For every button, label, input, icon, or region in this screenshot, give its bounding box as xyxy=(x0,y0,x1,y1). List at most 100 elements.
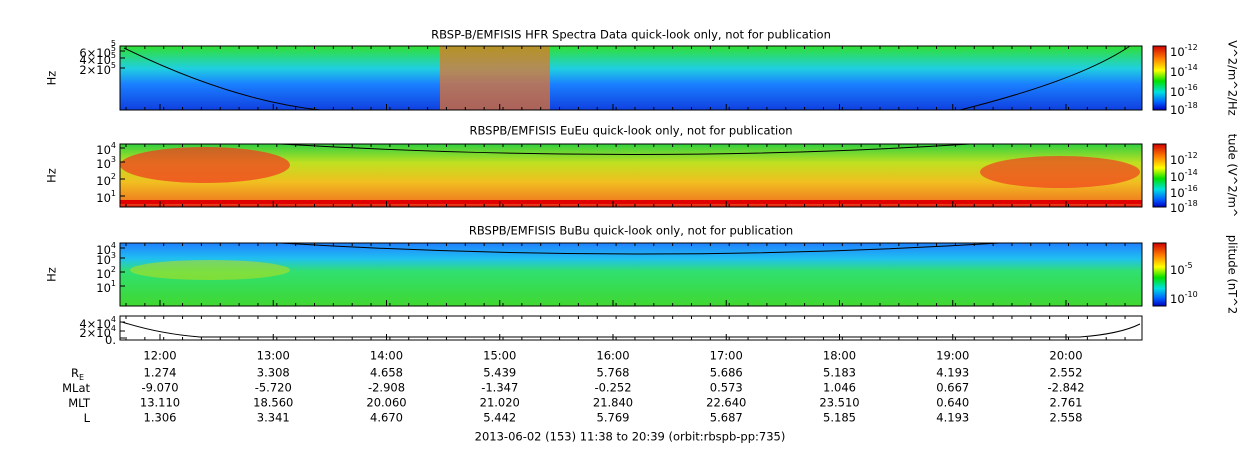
tick-exponent: 4 xyxy=(111,315,116,324)
ephemeris-value: 13.110 xyxy=(140,396,180,410)
tick-label: 101 xyxy=(96,189,116,205)
ephemeris-value: 5.185 xyxy=(823,411,856,425)
tick-label: 10-16 xyxy=(1170,83,1198,99)
tick-mantissa: 10 xyxy=(96,191,111,205)
tick-label: 10-18 xyxy=(1170,199,1198,215)
plot-frame xyxy=(119,143,1143,208)
tick-label: 102 xyxy=(96,172,116,188)
ephemeris-value: 5.686 xyxy=(710,366,743,380)
ephemeris-label: L xyxy=(84,411,91,425)
plot-frame xyxy=(119,242,1143,307)
tick-exponent: 3 xyxy=(111,251,116,260)
ephemeris-value: -2.908 xyxy=(368,381,405,395)
footer: 2013-06-02 (153) 11:38 to 20:39 (orbit:r… xyxy=(475,430,786,444)
ephemeris-subscript: E xyxy=(79,373,84,382)
ephemeris-value: 0.573 xyxy=(710,381,743,395)
ephemeris-value: 2.761 xyxy=(1050,396,1083,410)
ephemeris-value: 4.193 xyxy=(936,411,969,425)
curve xyxy=(121,321,1141,338)
tick-label: 10-5 xyxy=(1170,261,1193,277)
ephemeris-value: 3.308 xyxy=(257,366,290,380)
ephemeris-value: -1.347 xyxy=(481,381,518,395)
x-tick-label: 17:00 xyxy=(710,349,743,363)
colorbar xyxy=(1152,143,1167,208)
panel-title: RBSPB/EMFISIS BuBu quick-look only, not … xyxy=(469,224,793,238)
tick-mantissa: 10 xyxy=(96,157,111,171)
ephemeris-value: 1.306 xyxy=(144,411,177,425)
tick-mantissa: 10 xyxy=(1170,263,1185,277)
tick-mantissa: 10 xyxy=(1170,186,1185,200)
ephemeris-value: -2.842 xyxy=(1047,381,1084,395)
x-tick-label: 14:00 xyxy=(370,349,403,363)
ephemeris-value: 5.183 xyxy=(823,366,856,380)
colorbar-label: tude (V^2/m^ xyxy=(1226,134,1240,218)
ephemeris-value: 0.640 xyxy=(936,396,969,410)
ephemeris-label: RE xyxy=(71,366,84,382)
tick-mantissa: 10 xyxy=(1170,103,1185,117)
tick-exponent: 5 xyxy=(111,39,116,48)
tick-label: 2×105 xyxy=(79,61,116,77)
tick-mantissa: 10 xyxy=(96,281,111,295)
tick-exponent: 4 xyxy=(111,141,116,150)
ephemeris-value: 20.060 xyxy=(366,396,406,410)
tick-mantissa: 6×10 xyxy=(79,46,111,60)
tick-label: 103 xyxy=(96,251,116,267)
tick-mantissa: 10 xyxy=(96,243,111,257)
tick-exponent: 4 xyxy=(111,324,116,333)
ephemeris-value: 4.193 xyxy=(936,366,969,380)
tick-mantissa: 4×10 xyxy=(79,317,111,331)
tick-exponent: -18 xyxy=(1185,101,1198,110)
tick-mantissa: 10 xyxy=(1170,45,1185,59)
spectrogram-feature xyxy=(980,156,1140,188)
colorbar-label: plitude (nT^2 xyxy=(1226,235,1240,314)
tick-label: 6×105 xyxy=(79,44,116,60)
ephemeris-value: 18.560 xyxy=(253,396,293,410)
ephemeris-value: 5.687 xyxy=(710,411,743,425)
y-axis-label: Hz xyxy=(45,168,59,183)
panel-title: RBSPB/EMFISIS EuEu quick-look only, not … xyxy=(469,124,792,138)
tick-label: 102 xyxy=(96,265,116,281)
y-axis-label: Hz xyxy=(45,267,59,282)
tick-label: 104 xyxy=(96,241,116,257)
ephemeris-value: 2.552 xyxy=(1050,366,1083,380)
tick-exponent: -18 xyxy=(1185,199,1198,208)
colorbar-label: V^2/m^2/Hz xyxy=(1226,40,1240,115)
x-tick-label: 15:00 xyxy=(483,349,516,363)
tick-exponent: 2 xyxy=(111,172,116,181)
tick-exponent: -12 xyxy=(1185,151,1198,160)
ephemeris-name: R xyxy=(71,366,79,380)
tick-mantissa: 10 xyxy=(96,143,111,157)
tick-exponent: -14 xyxy=(1185,63,1198,72)
ephemeris-value: 3.341 xyxy=(257,411,290,425)
tick-label: 0. xyxy=(105,333,116,347)
ephemeris-value: 23.510 xyxy=(819,396,859,410)
ephemeris-value: 4.670 xyxy=(370,411,403,425)
tick-exponent: -10 xyxy=(1185,290,1198,299)
tick-label: 10-10 xyxy=(1170,290,1198,306)
y-axis-label: Hz xyxy=(45,71,59,86)
tick-mantissa: 10 xyxy=(1170,153,1185,167)
panel-title: RBSP-B/EMFISIS HFR Spectra Data quick-lo… xyxy=(431,28,831,42)
ephemeris-value: 1.274 xyxy=(144,366,177,380)
tick-mantissa: 2×10 xyxy=(79,326,111,340)
tick-mantissa: 0. xyxy=(105,333,116,347)
tick-label: 10-18 xyxy=(1170,101,1198,117)
ephemeris-name: MLT xyxy=(68,396,91,410)
tick-label: 4×104 xyxy=(79,315,116,331)
tick-exponent: 1 xyxy=(111,279,116,288)
x-tick-label: 18:00 xyxy=(823,349,856,363)
tick-label: 10-14 xyxy=(1170,168,1198,184)
curve xyxy=(279,242,1001,255)
tick-label: 10-14 xyxy=(1170,63,1198,79)
tick-exponent: 5 xyxy=(111,44,116,53)
x-tick-label: 16:00 xyxy=(596,349,629,363)
spectrogram-feature xyxy=(440,46,550,110)
tick-mantissa: 10 xyxy=(1170,201,1185,215)
tick-label: 101 xyxy=(96,279,116,295)
tick-label: 2×104 xyxy=(79,324,116,340)
tick-mantissa: 10 xyxy=(96,253,111,267)
tick-exponent: 2 xyxy=(111,265,116,274)
plot-frame xyxy=(119,315,1143,341)
tick-label: 10-16 xyxy=(1170,184,1198,200)
